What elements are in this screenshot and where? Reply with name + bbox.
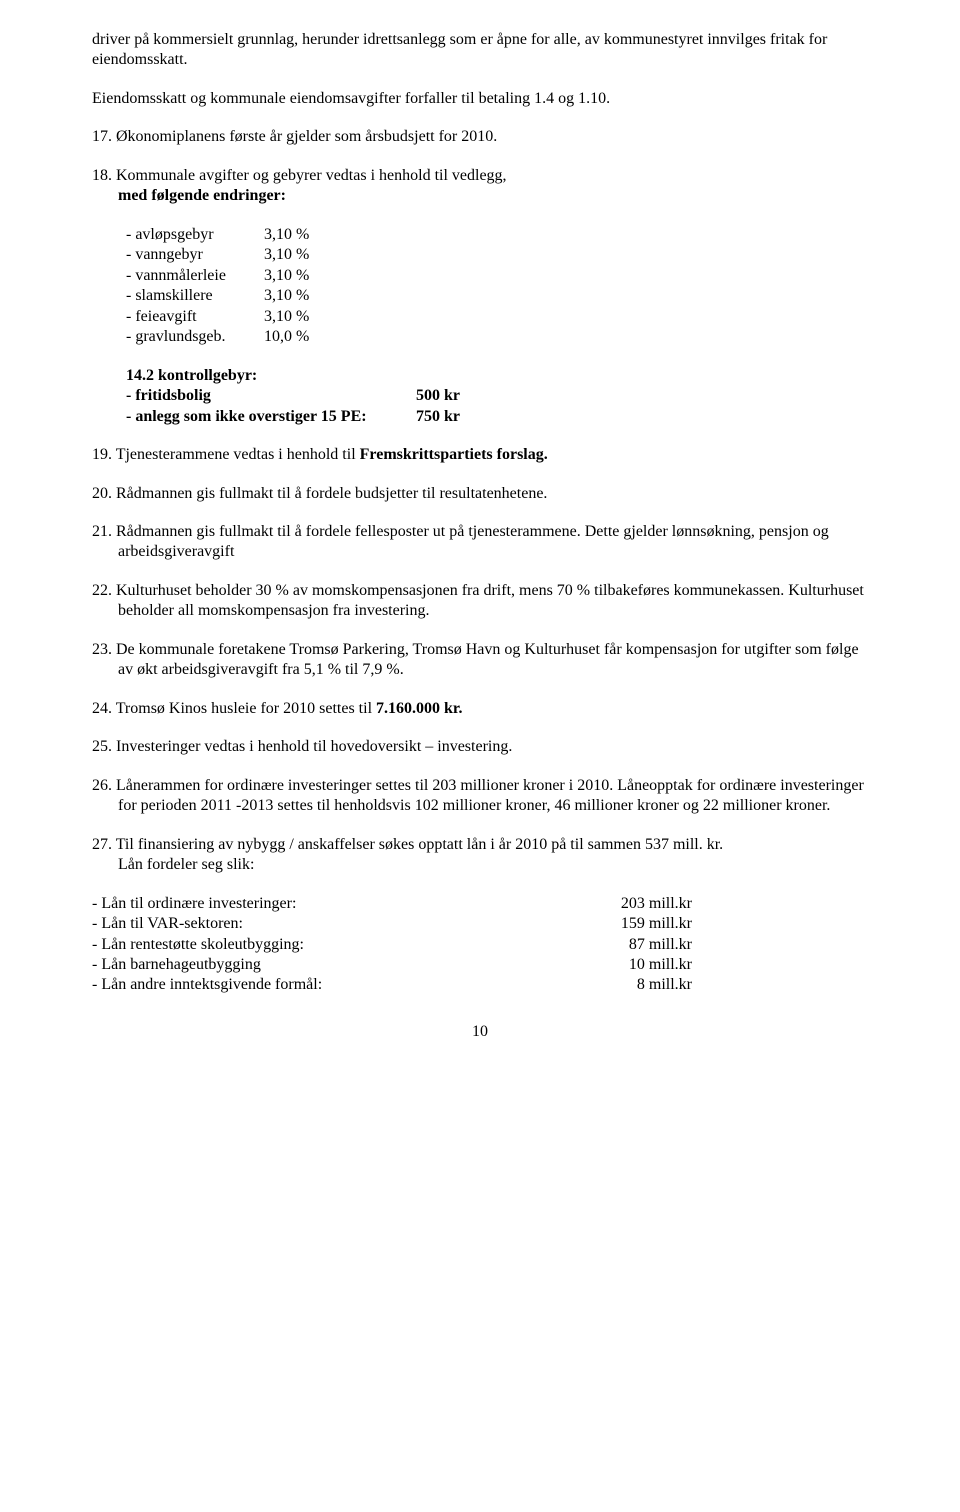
fee-value: 3,10 %	[256, 225, 309, 245]
kontrollgebyr-value: 750 kr	[416, 407, 460, 427]
fee-label: - avløpsgebyr	[126, 225, 256, 245]
item-24-text: 24. Tromsø Kinos husleie for 2010 settes…	[92, 700, 376, 717]
fee-row: - slamskillere3,10 %	[126, 286, 309, 306]
loan-value: 10 mill.kr	[592, 955, 692, 975]
loan-row: - Lån andre inntektsgivende formål:8 mil…	[92, 975, 692, 995]
loan-label: - Lån barnehageutbygging	[92, 955, 592, 975]
fee-label: - gravlundsgeb.	[126, 327, 256, 347]
kontrollgebyr-table: - fritidsbolig 500 kr - anlegg som ikke …	[126, 386, 460, 427]
fee-value: 3,10 %	[256, 286, 309, 306]
kontrollgebyr-label: - fritidsbolig	[126, 386, 416, 406]
item-24-bold: 7.160.000 kr.	[376, 700, 463, 717]
fees-table: - avløpsgebyr3,10 % - vanngebyr3,10 % - …	[126, 225, 309, 348]
item-27-line2: Lån fordeler seg slik:	[118, 856, 254, 873]
loan-label: - Lån til ordinære investeringer:	[92, 894, 592, 914]
loan-value: 87 mill.kr	[592, 935, 692, 955]
item-14-2-head: 14.2 kontrollgebyr:	[126, 366, 868, 386]
loans-table: - Lån til ordinære investeringer:203 mil…	[92, 894, 692, 996]
item-18-line2: med følgende endringer:	[118, 187, 286, 204]
fee-row: - feieavgift3,10 %	[126, 307, 309, 327]
fee-label: - feieavgift	[126, 307, 256, 327]
item-19-bold: Fremskrittspartiets forslag.	[360, 446, 548, 463]
item-23: 23. De kommunale foretakene Tromsø Parke…	[92, 640, 868, 681]
loan-label: - Lån andre inntektsgivende formål:	[92, 975, 592, 995]
item-17: 17. Økonomiplanens første år gjelder som…	[92, 127, 868, 147]
loan-row: - Lån rentestøtte skoleutbygging:87 mill…	[92, 935, 692, 955]
loan-value: 159 mill.kr	[592, 914, 692, 934]
fee-label: - slamskillere	[126, 286, 256, 306]
item-26: 26. Lånerammen for ordinære investeringe…	[92, 776, 868, 817]
item-21: 21. Rådmannen gis fullmakt til å fordele…	[92, 522, 868, 563]
fee-label: - vanngebyr	[126, 245, 256, 265]
fee-row: - vanngebyr3,10 %	[126, 245, 309, 265]
item-19-text: 19. Tjenesterammene vedtas i henhold til	[92, 446, 360, 463]
item-18-bold: med følgende endringer:	[118, 187, 286, 204]
page-number: 10	[92, 1022, 868, 1042]
fee-row: - avløpsgebyr3,10 %	[126, 225, 309, 245]
item-24: 24. Tromsø Kinos husleie for 2010 settes…	[92, 699, 868, 719]
item-19: 19. Tjenesterammene vedtas i henhold til…	[92, 445, 868, 465]
kontrollgebyr-value: 500 kr	[416, 386, 460, 406]
item-18: 18. Kommunale avgifter og gebyrer vedtas…	[92, 166, 868, 207]
loan-value: 8 mill.kr	[592, 975, 692, 995]
item-14-2: 14.2 kontrollgebyr: - fritidsbolig 500 k…	[92, 366, 868, 427]
tax-paragraph: Eiendomsskatt og kommunale eiendomsavgif…	[92, 89, 868, 109]
loan-row: - Lån barnehageutbygging10 mill.kr	[92, 955, 692, 975]
item-22: 22. Kulturhuset beholder 30 % av momskom…	[92, 581, 868, 622]
loan-label: - Lån rentestøtte skoleutbygging:	[92, 935, 592, 955]
loan-row: - Lån til VAR-sektoren:159 mill.kr	[92, 914, 692, 934]
item-25: 25. Investeringer vedtas i henhold til h…	[92, 737, 868, 757]
fee-value: 3,10 %	[256, 245, 309, 265]
kontrollgebyr-row: - fritidsbolig 500 kr	[126, 386, 460, 406]
kontrollgebyr-row: - anlegg som ikke overstiger 15 PE: 750 …	[126, 407, 460, 427]
fee-value: 3,10 %	[256, 307, 309, 327]
item-18-line1: 18. Kommunale avgifter og gebyrer vedtas…	[92, 167, 507, 184]
fee-value: 10,0 %	[256, 327, 309, 347]
fee-label: - vannmålerleie	[126, 266, 256, 286]
fee-row: - vannmålerleie3,10 %	[126, 266, 309, 286]
loan-row: - Lån til ordinære investeringer:203 mil…	[92, 894, 692, 914]
item-27-line1: 27. Til finansiering av nybygg / anskaff…	[92, 836, 723, 853]
loan-label: - Lån til VAR-sektoren:	[92, 914, 592, 934]
kontrollgebyr-label: - anlegg som ikke overstiger 15 PE:	[126, 407, 416, 427]
intro-paragraph: driver på kommersielt grunnlag, herunder…	[92, 30, 868, 71]
loan-value: 203 mill.kr	[592, 894, 692, 914]
fee-row: - gravlundsgeb.10,0 %	[126, 327, 309, 347]
item-20: 20. Rådmannen gis fullmakt til å fordele…	[92, 484, 868, 504]
item-27: 27. Til finansiering av nybygg / anskaff…	[92, 835, 868, 876]
fee-value: 3,10 %	[256, 266, 309, 286]
